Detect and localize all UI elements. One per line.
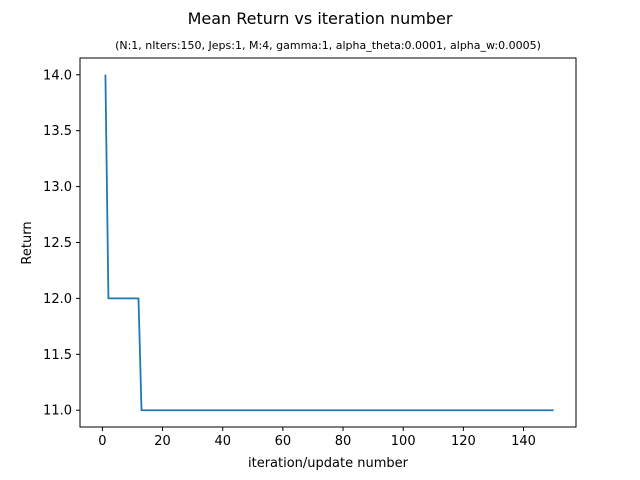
y-tick-label: 14.0: [43, 68, 72, 83]
x-axis: 0 20 40 60 80 100 120 140: [98, 427, 536, 449]
y-tick-label: 11.0: [43, 404, 72, 419]
chart-title: Mean Return vs iteration number: [188, 9, 453, 28]
plot-frame: [79, 57, 577, 428]
x-axis-label: iteration/update number: [248, 456, 409, 471]
series-layer: [104, 74, 554, 412]
y-axis-label: Return: [20, 221, 35, 264]
x-tick-label: 20: [154, 434, 171, 449]
x-tick-label: 140: [511, 434, 536, 449]
x-tick-label: 100: [391, 434, 416, 449]
y-tick-label: 12.5: [43, 236, 72, 251]
y-tick-label: 12.0: [43, 292, 72, 307]
plot-area: 0 20 40 60 80 100 120 140 11.011.512.012.513.01…: [43, 57, 577, 449]
y-axis: 11.0 11.5 12.0 12.5 13.0 13.5 14.0: [43, 68, 80, 419]
x-tick-label: 60: [275, 434, 292, 449]
x-tick-label: 80: [335, 434, 352, 449]
x-tick-label: 40: [214, 434, 231, 449]
chart-subtitle: (N:1, nIters:150, Jeps:1, M:4, gamma:1, …: [115, 39, 541, 52]
x-tick-label: 120: [451, 434, 476, 449]
y-tick-label: 13.0: [43, 180, 72, 195]
y-tick-label: 13.5: [43, 124, 72, 139]
y-tick-label: 11.5: [43, 348, 72, 363]
x-tick-label: 0: [98, 434, 106, 449]
series-line: [104, 74, 554, 412]
